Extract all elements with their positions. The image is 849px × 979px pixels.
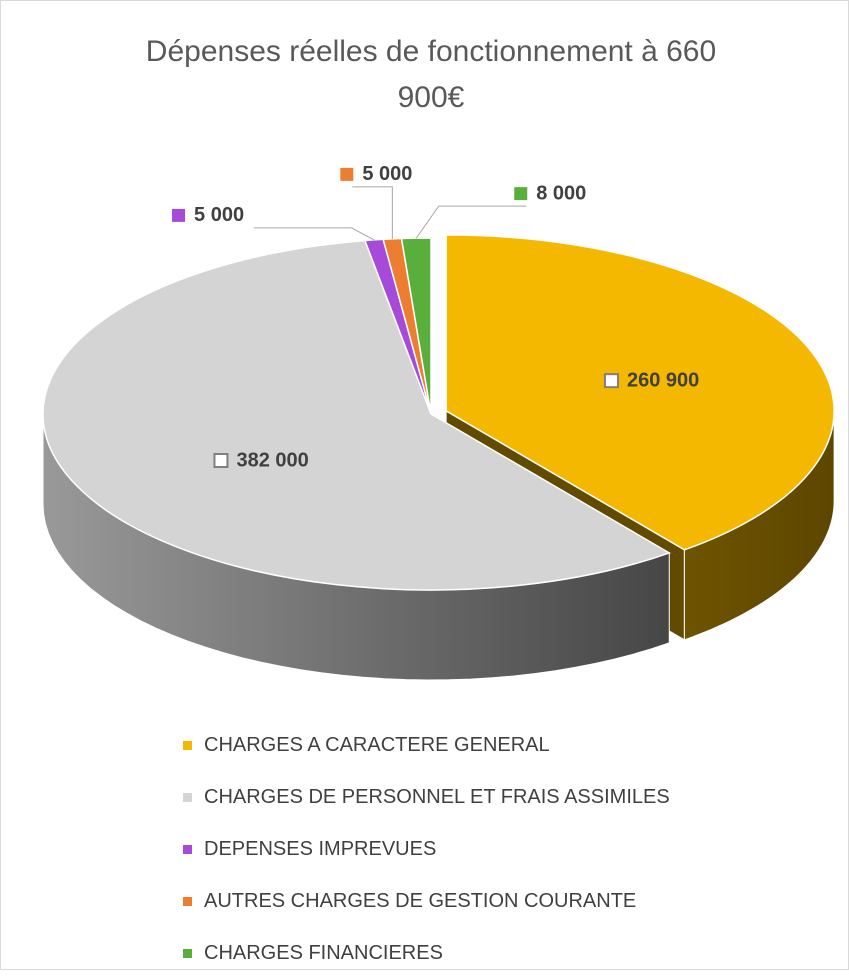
data-label: 5 000 bbox=[194, 204, 244, 226]
slice bbox=[42, 239, 672, 591]
legend-item: DEPENSES IMPREVUES bbox=[183, 823, 670, 875]
legend-swatch bbox=[183, 896, 192, 906]
legend-item: CHARGES A CARACTERE GENERAL bbox=[183, 719, 670, 771]
leader-line bbox=[254, 227, 375, 241]
legend-label: DEPENSES IMPREVUES bbox=[204, 837, 437, 860]
legend-swatch bbox=[183, 740, 192, 750]
legend-label: CHARGES A CARACTERE GENERAL bbox=[204, 733, 550, 756]
label-marker bbox=[172, 208, 186, 222]
leader-line bbox=[352, 186, 393, 239]
legend-label: CHARGES FINANCIERES bbox=[204, 941, 443, 964]
label-marker bbox=[603, 373, 619, 389]
data-label: 382 000 bbox=[236, 449, 308, 471]
data-label: 260 900 bbox=[627, 369, 699, 391]
data-label: 5 000 bbox=[362, 163, 412, 185]
leader-line bbox=[415, 205, 527, 239]
data-label: 8 000 bbox=[536, 182, 586, 204]
legend-swatch bbox=[183, 792, 192, 802]
legend-swatch bbox=[183, 948, 192, 958]
legend-swatch bbox=[183, 844, 192, 854]
legend-item: CHARGES FINANCIERES bbox=[183, 927, 670, 979]
legend-label: AUTRES CHARGES DE GESTION COURANTE bbox=[204, 889, 637, 912]
legend-label: CHARGES DE PERSONNEL ET FRAIS ASSIMILES bbox=[204, 785, 670, 808]
legend-item: AUTRES CHARGES DE GESTION COURANTE bbox=[183, 875, 670, 927]
label-marker bbox=[514, 187, 528, 201]
label-marker bbox=[340, 167, 354, 181]
legend-item: CHARGES DE PERSONNEL ET FRAIS ASSIMILES bbox=[183, 771, 670, 823]
slice bbox=[445, 234, 835, 551]
label-marker bbox=[213, 452, 229, 468]
pie: 260 900 382 000 5 000 5 000 8 000 bbox=[42, 163, 835, 681]
chart-title: Dépenses réelles de fonctionnement à 660… bbox=[145, 35, 717, 114]
legend: CHARGES A CARACTERE GENERAL CHARGES DE PE… bbox=[183, 719, 670, 979]
